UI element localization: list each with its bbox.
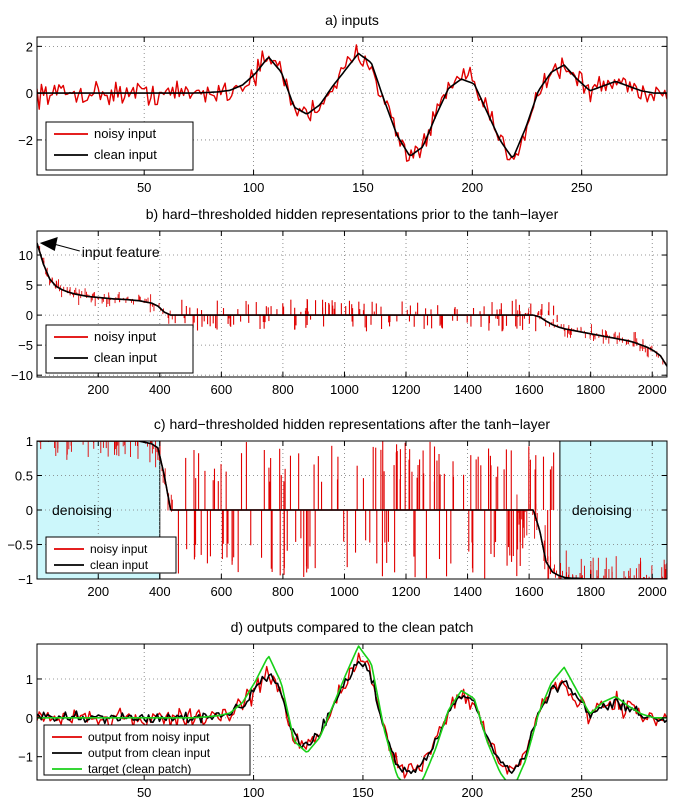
y-tick-label: −5: [18, 338, 33, 353]
y-tick-label: 2: [26, 39, 33, 54]
y-tick-label: 0: [26, 308, 33, 323]
x-tick-label: 250: [571, 785, 593, 800]
x-tick-label: 200: [461, 180, 483, 195]
y-tick-label: 5: [26, 278, 33, 293]
legend-label: noisy input: [94, 126, 157, 141]
legend-label: noisy input: [90, 542, 148, 556]
x-tick-label: 200: [87, 382, 109, 397]
x-tick-label: 1000: [330, 382, 359, 397]
x-tick-label: 150: [352, 180, 374, 195]
legend-label: clean input: [90, 558, 149, 572]
x-tick-label: 200: [87, 584, 109, 599]
y-tick-label: 1: [26, 672, 33, 687]
x-tick-label: 1800: [576, 382, 605, 397]
plot-area: [37, 44, 667, 162]
panel-title: b) hard−thresholded hidden representatio…: [146, 206, 559, 222]
legend: noisy input clean input: [45, 536, 177, 574]
plot-area: [37, 242, 667, 367]
series-line: [37, 645, 667, 780]
x-tick-label: 600: [211, 382, 233, 397]
panel-b: b) hard−thresholded hidden representatio…: [11, 206, 668, 397]
annotation-label: input feature: [82, 244, 160, 260]
x-tick-label: 1000: [330, 584, 359, 599]
x-tick-label: 50: [137, 785, 151, 800]
series-line: [37, 652, 667, 779]
x-tick-label: 100: [243, 785, 265, 800]
x-tick-label: 200: [461, 785, 483, 800]
panel-title: d) outputs compared to the clean patch: [231, 619, 474, 635]
plot-area: [37, 441, 667, 579]
panel-title: c) hard−thresholded hidden representatio…: [154, 416, 550, 432]
panel-title: a) inputs: [325, 12, 379, 28]
legend: output from noisy input output from clean…: [43, 724, 251, 776]
legend: noisy input clean input: [45, 121, 194, 171]
y-tick-label: 1: [26, 434, 33, 449]
axes-frame: [36, 643, 668, 781]
y-tick-label: 0: [26, 711, 33, 726]
x-tick-label: 1600: [515, 382, 544, 397]
x-tick-label: 400: [149, 584, 171, 599]
x-tick-label: 250: [571, 180, 593, 195]
legend-box: [45, 324, 194, 374]
series-line: [37, 52, 667, 158]
x-tick-label: 50: [137, 180, 151, 195]
y-tick-label: −10: [11, 368, 33, 383]
x-tick-label: 1200: [392, 584, 421, 599]
legend-label: noisy input: [94, 329, 157, 344]
x-tick-label: 600: [211, 584, 233, 599]
y-tick-label: −0.5: [7, 538, 33, 553]
series-line: [37, 660, 667, 775]
x-tick-label: 1400: [453, 382, 482, 397]
legend-label: clean input: [94, 350, 157, 365]
panel-c: c) hard−thresholded hidden representatio…: [7, 416, 668, 599]
x-tick-label: 800: [272, 382, 294, 397]
series-line: [37, 242, 667, 367]
y-tick-label: 10: [19, 248, 33, 263]
axes-frame: [36, 230, 668, 378]
panel-a: a) inputs 50 100 150 200 250 2 0 −2 noisy input cl…: [18, 12, 668, 195]
series-line: [37, 441, 667, 579]
legend-label: clean input: [94, 147, 157, 162]
x-tick-label: 1600: [515, 584, 544, 599]
y-tick-label: 0.5: [15, 469, 33, 484]
legend-box: [43, 724, 251, 776]
annotation-arrow: [53, 243, 80, 252]
x-tick-label: 100: [243, 180, 265, 195]
x-tick-label: 2000: [638, 382, 667, 397]
x-tick-label: 400: [149, 382, 171, 397]
y-tick-label: −2: [18, 133, 33, 148]
annotation-arrowhead: [39, 237, 58, 252]
y-tick-label: 0: [26, 86, 33, 101]
axes-frame: [36, 36, 668, 176]
y-tick-label: −1: [18, 750, 33, 765]
x-tick-label: 1200: [392, 382, 421, 397]
legend-label: output from clean input: [88, 746, 211, 760]
legend-box: [45, 121, 194, 171]
x-tick-label: 1400: [453, 584, 482, 599]
legend-box: [45, 536, 177, 574]
legend-label: target (clean patch): [88, 762, 191, 776]
plot-area: [37, 645, 667, 780]
x-tick-label: 800: [272, 584, 294, 599]
y-tick-label: −1: [18, 572, 33, 587]
panel-d: d) outputs compared to the clean patch 50…: [18, 619, 668, 800]
y-tick-label: 0: [26, 503, 33, 518]
x-tick-label: 1800: [576, 584, 605, 599]
x-tick-label: 150: [352, 785, 374, 800]
x-tick-label: 2000: [638, 584, 667, 599]
legend: noisy input clean input: [45, 324, 194, 374]
legend-label: output from noisy input: [88, 730, 210, 744]
